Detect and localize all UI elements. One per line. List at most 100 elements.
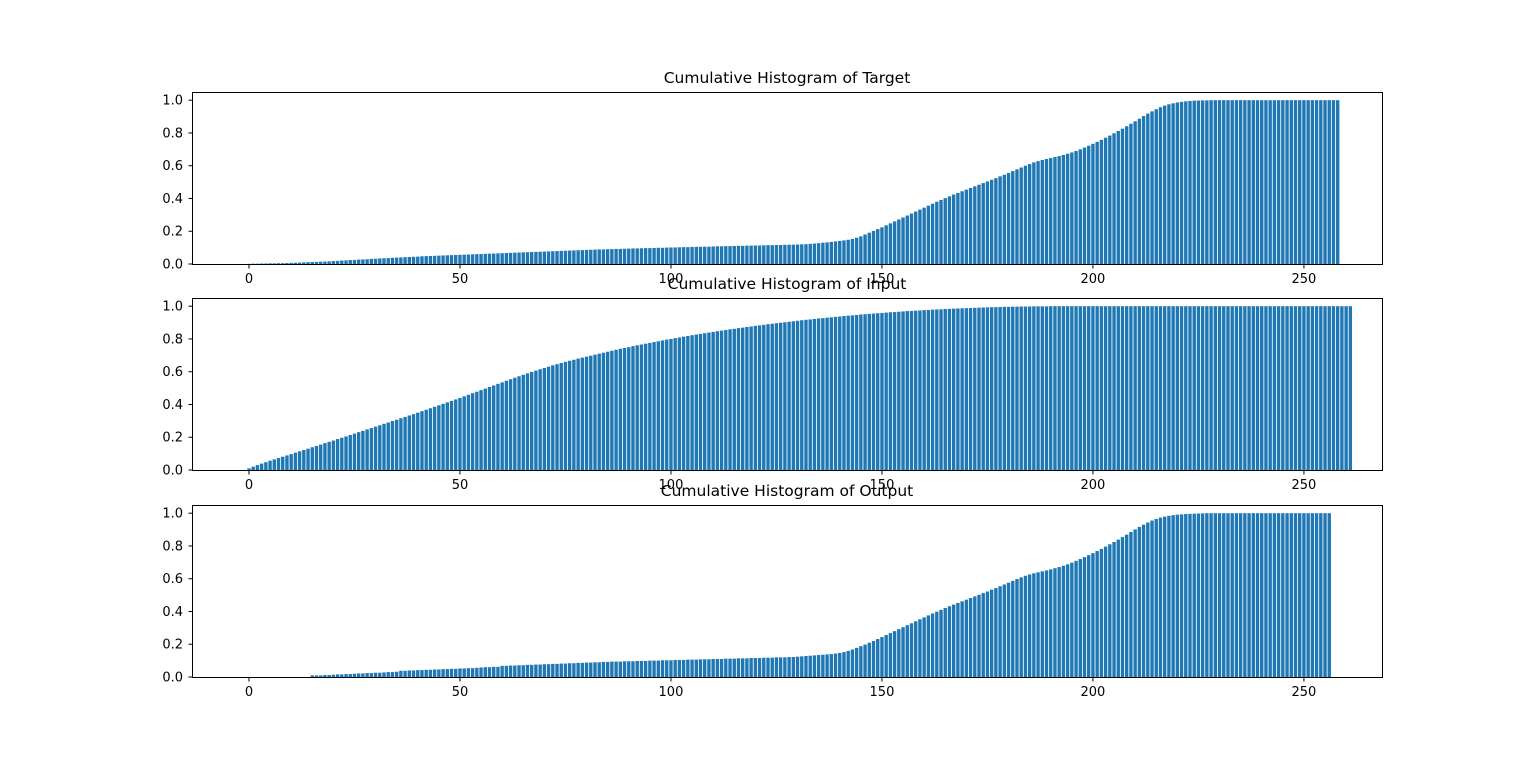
bar-output-136 [821, 654, 825, 677]
bar-output-133 [808, 655, 812, 677]
bar-output-49 [454, 668, 458, 677]
bar-target-15 [310, 262, 314, 264]
bar-target-66 [525, 252, 530, 264]
bar-input-146 [863, 314, 867, 470]
bar-output-150 [880, 637, 884, 677]
bar-target-185 [1027, 164, 1032, 264]
bar-target-46 [441, 255, 445, 264]
bar-target-37 [403, 257, 407, 264]
bar-target-79 [580, 250, 585, 264]
bar-input-116 [736, 328, 741, 470]
bar-target-200 [1091, 143, 1095, 264]
bar-output-152 [888, 633, 893, 677]
bar-input-123 [766, 324, 770, 470]
bar-target-129 [791, 244, 796, 264]
y-tick-label-target-0.4: 0.4 [162, 192, 183, 207]
subplot-input: 0 50 100 150 200 250 0.0 0.2 0.4 0.6 0.8 1.0 Cumula… [162, 275, 1383, 493]
bar-input-71 [546, 366, 551, 470]
bars-output [310, 513, 1331, 677]
bar-target-21 [335, 260, 340, 264]
bar-input-187 [1036, 306, 1040, 470]
bar-target-127 [783, 244, 787, 264]
bar-output-33 [386, 672, 390, 677]
bar-output-27 [361, 673, 365, 677]
bar-target-69 [538, 251, 542, 264]
bar-output-167 [952, 604, 956, 677]
bar-input-80 [584, 356, 589, 470]
bar-input-8 [281, 456, 285, 470]
bar-output-106 [694, 659, 698, 677]
bar-output-229 [1213, 513, 1218, 677]
bar-target-43 [428, 255, 433, 264]
bar-target-180 [1006, 172, 1011, 264]
bar-target-55 [479, 254, 483, 264]
bar-target-247 [1289, 100, 1293, 264]
bar-input-219 [1171, 306, 1175, 470]
bar-output-110 [711, 658, 715, 677]
bar-target-193 [1061, 154, 1066, 264]
bar-input-111 [715, 331, 720, 470]
bar-output-239 [1255, 513, 1260, 677]
bar-target-246 [1285, 100, 1289, 264]
bar-target-72 [551, 251, 555, 264]
bar-target-210 [1133, 121, 1137, 264]
bar-target-196 [1074, 150, 1078, 264]
bar-input-14 [306, 448, 310, 470]
bar-output-242 [1268, 513, 1272, 677]
bar-output-79 [580, 662, 585, 677]
bar-output-138 [829, 654, 833, 677]
bar-target-240 [1260, 100, 1264, 264]
x-tick-label-output-150: 150 [870, 685, 895, 700]
bar-output-193 [1061, 565, 1066, 677]
bar-target-100 [669, 247, 673, 264]
bar-input-68 [534, 370, 538, 470]
bar-target-131 [800, 244, 804, 264]
bar-output-180 [1006, 582, 1011, 677]
bar-output-146 [863, 644, 867, 677]
bar-output-93 [639, 660, 644, 677]
bar-output-51 [462, 668, 466, 677]
bar-input-64 [517, 376, 521, 470]
bar-input-225 [1196, 306, 1201, 470]
bar-output-137 [825, 654, 829, 677]
bar-output-237 [1247, 513, 1251, 677]
bar-target-13 [302, 262, 306, 264]
bar-output-90 [627, 661, 631, 677]
bar-target-133 [808, 243, 812, 264]
bar-output-122 [762, 657, 766, 677]
bar-input-161 [926, 309, 931, 470]
bar-input-124 [770, 323, 774, 470]
bar-input-66 [525, 373, 530, 470]
bar-output-54 [475, 667, 479, 677]
bar-output-131 [800, 656, 804, 677]
bar-output-224 [1192, 513, 1196, 677]
bar-target-7 [276, 263, 281, 264]
bar-target-104 [686, 247, 690, 264]
bar-output-160 [922, 617, 926, 677]
bar-input-254 [1319, 306, 1323, 470]
bar-input-87 [614, 349, 618, 470]
bar-input-109 [707, 332, 711, 470]
bar-input-202 [1099, 306, 1104, 470]
bar-output-105 [690, 659, 694, 677]
bar-target-178 [998, 176, 1002, 264]
bar-input-67 [530, 371, 534, 470]
bar-output-196 [1074, 560, 1078, 677]
bar-input-46 [441, 403, 445, 470]
bar-output-240 [1260, 513, 1264, 677]
bar-target-195 [1070, 152, 1074, 264]
bar-output-34 [390, 672, 395, 677]
bar-output-25 [352, 673, 357, 677]
bar-output-35 [394, 671, 399, 677]
bar-input-129 [791, 321, 796, 470]
bar-input-17 [319, 444, 323, 470]
bar-target-152 [888, 223, 893, 264]
bar-input-76 [567, 360, 572, 470]
bar-output-185 [1027, 574, 1032, 677]
bar-output-41 [420, 670, 424, 677]
bar-output-235 [1238, 513, 1243, 677]
bar-target-166 [947, 196, 952, 264]
bar-input-88 [618, 348, 623, 470]
bar-output-76 [567, 663, 572, 677]
bar-input-74 [559, 363, 563, 470]
